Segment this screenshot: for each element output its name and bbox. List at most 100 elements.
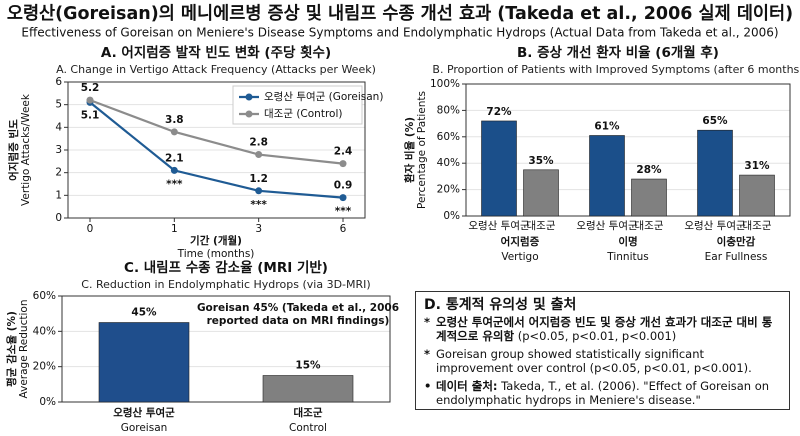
chart-subtitle: C. Reduction in Endolymphatic Hydrops (v… xyxy=(81,278,370,291)
data-label: 3.8 xyxy=(165,114,184,126)
x-axis-label-en: Time (months) xyxy=(177,248,255,260)
series-line xyxy=(89,101,344,199)
note-body: 데이터 출처: Takeda, T., et al. (2006). "Effe… xyxy=(436,379,781,407)
significance-mark: *** xyxy=(166,178,183,190)
bar xyxy=(739,174,775,217)
y-axis-label-en: Vertigo Attacks/Week xyxy=(20,93,32,206)
note-body: 오령산 투여군에서 어지럼증 빈도 및 증상 개선 효과가 대조군 대비 통계적… xyxy=(436,315,781,343)
bar-tick-label: 대조군 xyxy=(635,220,664,232)
plot-frame xyxy=(61,295,391,403)
category-label: 이명 xyxy=(618,235,637,248)
y-axis-label: 평균 감소율 (%) xyxy=(5,311,18,387)
annotation: Goreisan 45% (Takeda et al., 2006 xyxy=(197,302,399,314)
note-item: • 데이터 출처: Takeda, T., et al. (2006). "Eff… xyxy=(424,379,781,407)
bar-value-label: 28% xyxy=(636,164,662,176)
bar xyxy=(697,129,733,217)
data-label: 2.4 xyxy=(334,146,353,158)
y-tick-label: 20% xyxy=(437,184,460,196)
bar-tick-label: 오령산 투여군 xyxy=(576,220,638,232)
y-axis-label-en: Percentage of Patients xyxy=(416,91,428,209)
data-point xyxy=(170,166,178,174)
bar-value-label: 65% xyxy=(702,115,728,127)
data-label: 2.8 xyxy=(249,137,268,149)
y-tick-label: 60% xyxy=(437,131,460,143)
bar xyxy=(523,169,559,217)
note-body: Goreisan group showed statistically sign… xyxy=(436,347,781,375)
y-tick-label: 40% xyxy=(437,157,460,169)
chart-title: B. 증상 개선 환자 비율 (6개월 후) xyxy=(517,44,719,61)
category-label: 오령산 투여군 xyxy=(113,406,175,419)
chart-title: C. 내림프 수종 감소율 (MRI 기반) xyxy=(124,259,328,276)
bar-value-label: 15% xyxy=(295,360,321,372)
category-label-en: Ear Fullness xyxy=(705,251,768,263)
x-tick-label: 1 xyxy=(171,223,178,235)
y-tick-label: 40% xyxy=(33,325,56,337)
note-item: * 오령산 투여군에서 어지럼증 빈도 및 증상 개선 효과가 대조군 대비 통계… xyxy=(424,315,781,343)
legend-dot xyxy=(245,93,253,101)
data-label: 5.2 xyxy=(81,82,100,94)
x-tick-label: 0 xyxy=(87,223,94,235)
note-text: (p<0.05, p<0.01, p<0.001) xyxy=(517,329,677,343)
significance-mark: *** xyxy=(335,206,352,218)
bar-value-label: 72% xyxy=(486,106,512,118)
plot-frame xyxy=(465,83,791,217)
note-bold: 데이터 출처: xyxy=(436,379,498,393)
legend-box xyxy=(232,85,363,125)
x-tick-label: 6 xyxy=(340,223,347,235)
y-axis-label-en: Average Reduction xyxy=(18,300,30,399)
data-label: 1.2 xyxy=(249,173,268,185)
note-item: * Goreisan group showed statistically sig… xyxy=(424,347,781,375)
bar-tick-label: 오령산 투여군 xyxy=(684,220,746,232)
bar-tick-label: 대조군 xyxy=(743,220,772,232)
bar xyxy=(98,322,190,403)
y-tick-label: 80% xyxy=(437,104,460,116)
notes-panel: D. 통계적 유의성 및 출처 * 오령산 투여군에서 어지럼증 빈도 및 증상 개… xyxy=(415,291,790,410)
annotation: reported data on MRI findings) xyxy=(207,315,390,327)
page-subtitle: Effectiveness of Goreisan on Meniere's D… xyxy=(21,26,778,40)
chart-subtitle: A. Change in Vertigo Attack Frequency (A… xyxy=(56,63,376,76)
x-tick-label: 3 xyxy=(255,223,262,235)
category-label: 대조군 xyxy=(294,406,323,419)
chart-subtitle: B. Proportion of Patients with Improved … xyxy=(432,63,800,76)
note-marker: • xyxy=(424,379,432,393)
y-tick-label: 3 xyxy=(55,144,62,156)
data-label: 2.1 xyxy=(165,152,184,164)
note-text: Takeda, T., et al. (2006). "Effect of Go… xyxy=(436,379,770,407)
notes-title: D. 통계적 유의성 및 출처 xyxy=(424,297,577,313)
bar-value-label: 61% xyxy=(594,120,620,132)
data-point xyxy=(339,194,347,202)
y-axis-label: 환자 비율 (%) xyxy=(403,117,416,183)
data-point xyxy=(170,128,178,136)
category-label-en: Tinnitus xyxy=(606,251,648,263)
y-tick-label: 20% xyxy=(33,361,56,373)
bar-tick-label: 오령산 투여군 xyxy=(468,220,530,232)
note-marker: * xyxy=(424,347,431,361)
category-label-en: Vertigo xyxy=(501,251,538,263)
data-point xyxy=(255,151,263,159)
bar xyxy=(631,178,667,217)
y-tick-label: 0% xyxy=(443,210,460,222)
category-label-en: Goreisan xyxy=(121,422,168,434)
data-point xyxy=(255,187,263,195)
data-label: 5.1 xyxy=(81,109,100,121)
y-tick-label: 4 xyxy=(55,121,62,133)
bar-tick-label: 대조군 xyxy=(527,220,556,232)
y-tick-label: 6 xyxy=(55,76,62,88)
bar-value-label: 45% xyxy=(131,307,157,319)
bar xyxy=(589,135,625,217)
data-point xyxy=(86,96,94,104)
y-axis-label: 어지럼증 빈도 xyxy=(7,119,20,181)
y-tick-label: 0% xyxy=(39,396,56,408)
y-tick-label: 60% xyxy=(33,290,56,302)
bar xyxy=(262,375,354,403)
bar xyxy=(481,120,517,217)
note-marker: * xyxy=(424,315,431,329)
bar-value-label: 31% xyxy=(744,160,770,172)
y-tick-label: 100% xyxy=(430,78,460,90)
y-tick-label: 5 xyxy=(55,99,62,111)
bar-value-label: 35% xyxy=(528,155,554,167)
significance-mark: *** xyxy=(250,199,267,211)
page-title: 오령산(Goreisan)의 메니에르병 증상 및 내림프 수종 개선 효과 (… xyxy=(7,3,793,24)
